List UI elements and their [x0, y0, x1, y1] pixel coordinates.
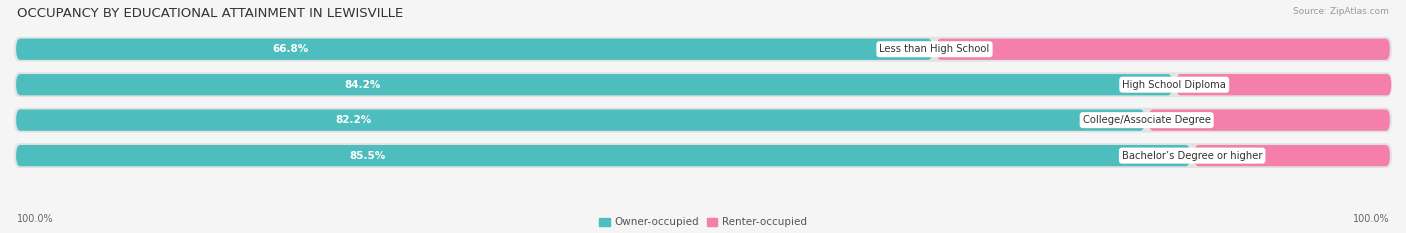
FancyBboxPatch shape — [15, 110, 1144, 131]
FancyBboxPatch shape — [1149, 110, 1391, 131]
FancyBboxPatch shape — [14, 108, 1392, 133]
Text: 85.5%: 85.5% — [349, 151, 385, 161]
FancyBboxPatch shape — [14, 72, 1392, 97]
Text: 100.0%: 100.0% — [1353, 214, 1389, 224]
FancyBboxPatch shape — [15, 74, 1173, 95]
FancyBboxPatch shape — [15, 39, 932, 60]
FancyBboxPatch shape — [936, 39, 1391, 60]
FancyBboxPatch shape — [14, 143, 1392, 168]
Text: 84.2%: 84.2% — [344, 80, 380, 90]
Legend: Owner-occupied, Renter-occupied: Owner-occupied, Renter-occupied — [595, 213, 811, 232]
Text: Bachelor’s Degree or higher: Bachelor’s Degree or higher — [1122, 151, 1263, 161]
Text: Less than High School: Less than High School — [879, 44, 990, 54]
Text: Source: ZipAtlas.com: Source: ZipAtlas.com — [1294, 7, 1389, 16]
Text: 100.0%: 100.0% — [17, 214, 53, 224]
Text: College/Associate Degree: College/Associate Degree — [1083, 115, 1211, 125]
Text: 66.8%: 66.8% — [273, 44, 308, 54]
FancyBboxPatch shape — [1177, 74, 1392, 95]
Text: OCCUPANCY BY EDUCATIONAL ATTAINMENT IN LEWISVILLE: OCCUPANCY BY EDUCATIONAL ATTAINMENT IN L… — [17, 7, 404, 20]
FancyBboxPatch shape — [1194, 145, 1391, 166]
Text: 82.2%: 82.2% — [336, 115, 373, 125]
Text: High School Diploma: High School Diploma — [1122, 80, 1226, 90]
FancyBboxPatch shape — [14, 37, 1392, 62]
FancyBboxPatch shape — [15, 145, 1189, 166]
